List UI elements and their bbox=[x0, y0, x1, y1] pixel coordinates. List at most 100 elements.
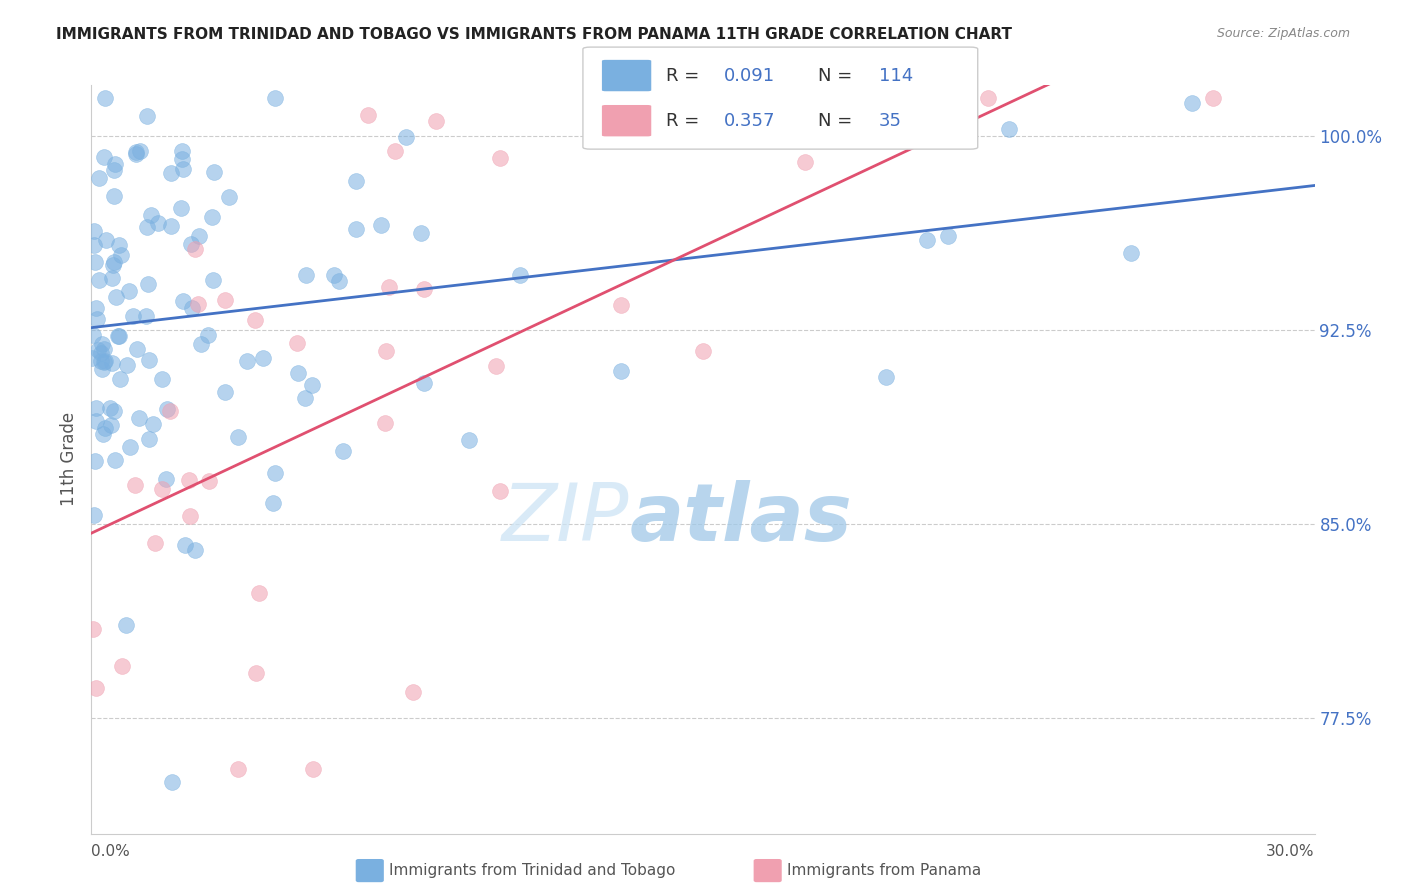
Point bbox=[90, 337, 112, 351]
Point bbox=[128, 410, 150, 425]
Point bbox=[179, 508, 201, 523]
Y-axis label: 11th Grade: 11th Grade bbox=[59, 412, 77, 507]
Point bbox=[124, 478, 146, 492]
Point bbox=[150, 482, 173, 496]
Point bbox=[1121, 246, 1143, 260]
Point bbox=[610, 364, 633, 378]
Point bbox=[814, 115, 837, 129]
Point bbox=[107, 329, 129, 343]
Point bbox=[94, 421, 117, 435]
Point bbox=[411, 226, 433, 240]
Text: N =: N = bbox=[818, 112, 858, 129]
Point bbox=[332, 443, 354, 458]
Point bbox=[93, 342, 115, 356]
Point bbox=[115, 359, 138, 373]
Point bbox=[90, 353, 112, 368]
Point bbox=[170, 152, 193, 166]
Text: 0.0%: 0.0% bbox=[91, 845, 131, 859]
Text: 0.091: 0.091 bbox=[723, 67, 775, 85]
FancyBboxPatch shape bbox=[602, 60, 651, 91]
Point bbox=[90, 361, 112, 376]
Point bbox=[245, 665, 267, 680]
FancyBboxPatch shape bbox=[602, 105, 651, 136]
Point bbox=[125, 342, 148, 356]
Point bbox=[323, 268, 346, 283]
Point bbox=[489, 483, 512, 498]
Point bbox=[794, 155, 817, 169]
Point bbox=[142, 417, 165, 432]
Point bbox=[94, 90, 117, 104]
Point bbox=[83, 237, 105, 252]
Point bbox=[124, 145, 146, 159]
Text: 30.0%: 30.0% bbox=[1267, 845, 1315, 859]
Text: N =: N = bbox=[818, 67, 858, 85]
Point bbox=[509, 268, 531, 282]
Point bbox=[413, 282, 436, 296]
Point bbox=[936, 229, 959, 244]
Point bbox=[135, 310, 157, 324]
Point bbox=[236, 354, 259, 368]
Point bbox=[977, 90, 1000, 104]
Point bbox=[104, 290, 127, 304]
Point bbox=[146, 216, 169, 230]
Point bbox=[170, 145, 193, 159]
Point bbox=[93, 150, 115, 164]
Point bbox=[108, 329, 131, 343]
Point bbox=[692, 344, 714, 359]
Point bbox=[170, 201, 193, 215]
Point bbox=[485, 359, 508, 373]
Point bbox=[90, 346, 112, 360]
Point bbox=[218, 190, 240, 204]
Point bbox=[94, 234, 117, 248]
Point bbox=[84, 301, 107, 315]
Point bbox=[84, 414, 107, 428]
Point bbox=[374, 343, 396, 358]
Point bbox=[183, 242, 205, 256]
Point bbox=[202, 164, 225, 178]
Text: ZIP: ZIP bbox=[502, 480, 630, 558]
Point bbox=[187, 297, 209, 311]
Point bbox=[125, 147, 148, 161]
Point bbox=[378, 280, 401, 294]
Point bbox=[172, 162, 194, 177]
Point bbox=[128, 145, 150, 159]
Point bbox=[294, 268, 316, 283]
Point bbox=[107, 238, 129, 252]
Point bbox=[252, 351, 274, 365]
Point bbox=[346, 221, 368, 235]
Point bbox=[93, 354, 115, 368]
Text: Immigrants from Panama: Immigrants from Panama bbox=[787, 863, 981, 878]
Point bbox=[84, 254, 107, 268]
Point bbox=[998, 121, 1021, 136]
Point bbox=[197, 327, 219, 342]
Point bbox=[122, 310, 145, 324]
Point bbox=[917, 233, 939, 247]
Point bbox=[82, 328, 104, 343]
FancyBboxPatch shape bbox=[583, 47, 977, 149]
Point bbox=[875, 370, 898, 384]
Point bbox=[86, 681, 108, 695]
Point bbox=[98, 401, 121, 416]
Point bbox=[103, 162, 125, 177]
Point bbox=[117, 284, 139, 298]
Point bbox=[198, 474, 221, 488]
Point bbox=[160, 166, 183, 180]
Point bbox=[394, 129, 416, 144]
Point bbox=[181, 301, 204, 316]
Text: R =: R = bbox=[666, 112, 706, 129]
Point bbox=[413, 376, 436, 390]
Text: atlas: atlas bbox=[630, 480, 852, 558]
Point bbox=[214, 293, 236, 308]
Point bbox=[301, 377, 323, 392]
Point bbox=[136, 109, 159, 123]
Text: 0.357: 0.357 bbox=[723, 112, 775, 129]
Point bbox=[610, 298, 633, 312]
Point bbox=[356, 108, 378, 122]
Point bbox=[100, 417, 122, 432]
Point bbox=[302, 763, 325, 777]
Point bbox=[489, 151, 512, 165]
Point bbox=[80, 351, 103, 365]
Point bbox=[115, 618, 138, 632]
Text: Source: ZipAtlas.com: Source: ZipAtlas.com bbox=[1216, 27, 1350, 40]
Point bbox=[374, 416, 396, 430]
